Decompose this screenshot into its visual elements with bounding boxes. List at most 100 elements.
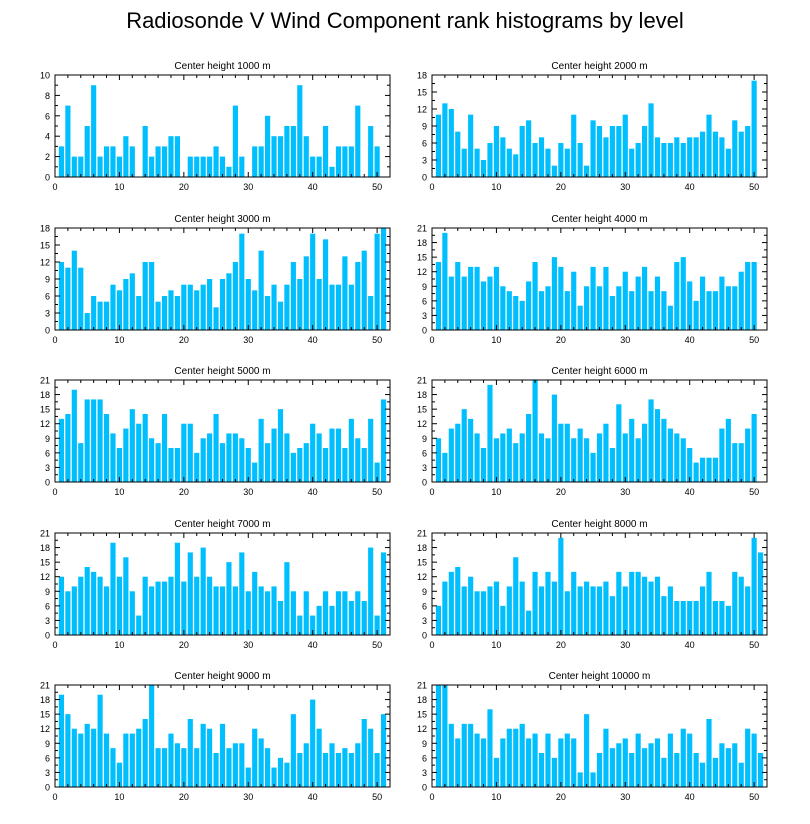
panel-title: Center height 10000 m (549, 671, 651, 682)
histogram-bar (448, 571, 454, 635)
histogram-bar (680, 728, 686, 787)
y-tick-label: 9 (45, 434, 50, 444)
histogram-bar (474, 733, 480, 787)
histogram-bar (374, 233, 380, 330)
histogram-bar (265, 591, 271, 635)
x-tick-label: 20 (556, 335, 566, 345)
histogram-bar (84, 723, 90, 787)
y-tick-label: 18 (40, 695, 50, 705)
histogram-bar (84, 126, 90, 177)
histogram-bar (564, 591, 570, 635)
histogram-bar (693, 753, 699, 787)
histogram-bar (732, 743, 738, 787)
histogram-bar (78, 443, 84, 482)
histogram-bar (252, 290, 258, 330)
histogram-bar (129, 733, 135, 787)
histogram-bar (661, 143, 667, 177)
histogram-bar (329, 166, 335, 177)
histogram-bar (687, 448, 693, 482)
x-tick-label: 40 (685, 182, 695, 192)
histogram-bar (232, 586, 238, 635)
histogram-bar (564, 291, 570, 330)
histogram-bar (603, 266, 609, 330)
x-tick-label: 30 (620, 487, 630, 497)
y-tick-label: 6 (422, 448, 427, 458)
histogram-bar (290, 262, 296, 330)
histogram-bar (519, 581, 525, 635)
histogram-bar (103, 414, 110, 482)
x-tick-label: 10 (114, 792, 124, 802)
histogram-bar (65, 267, 71, 330)
histogram-bar (545, 733, 551, 787)
histogram-bar (207, 156, 213, 177)
histogram-bar (355, 743, 361, 787)
histogram-bar (474, 591, 480, 635)
histogram-bar (654, 409, 661, 482)
histogram-bar (493, 757, 499, 787)
histogram-bar (232, 105, 238, 177)
histogram-bar (355, 105, 361, 177)
x-tick-label: 20 (179, 335, 189, 345)
x-tick-label: 20 (556, 640, 566, 650)
x-tick-label: 0 (429, 182, 434, 192)
histogram-bar (571, 114, 577, 177)
histogram-bar (207, 576, 213, 635)
histogram-bar (442, 452, 448, 482)
histogram-bar (461, 586, 467, 635)
histogram-bar (526, 281, 532, 330)
histogram-bar (442, 581, 448, 635)
histogram-bar (200, 438, 206, 482)
panel-title: Center height 1000 m (174, 61, 270, 72)
histogram-bar (648, 399, 654, 482)
histogram-bar (648, 743, 654, 787)
histogram-bar (335, 284, 342, 330)
histogram-bar (181, 748, 187, 787)
histogram-panel: Center height 3000 m 0 3 6 9 12 15 18 0 10 20 30 40 5… (40, 214, 391, 345)
histogram-bar (91, 571, 97, 635)
histogram-bar (277, 601, 284, 635)
histogram-bar (348, 146, 354, 177)
histogram-bar (680, 143, 686, 177)
histogram-bar (609, 296, 615, 330)
histogram-bar (493, 126, 499, 177)
histogram-bar (435, 438, 442, 482)
panel-title: Center height 2000 m (551, 61, 647, 72)
histogram-bar (584, 286, 590, 330)
histogram-bar (493, 438, 499, 482)
x-tick-label: 40 (685, 335, 695, 345)
histogram-bar (149, 156, 155, 177)
x-tick-label: 30 (620, 182, 630, 192)
x-tick-label: 10 (491, 640, 501, 650)
histogram-bar (719, 137, 725, 177)
histogram-bar (265, 748, 271, 787)
histogram-bar (719, 428, 725, 482)
histogram-bar (290, 591, 296, 635)
y-tick-label: 18 (40, 224, 50, 234)
histogram-bar (284, 126, 290, 177)
histogram-bar (474, 266, 480, 330)
histogram-bar (435, 262, 442, 330)
histogram-bar (226, 273, 232, 330)
y-tick-label: 6 (422, 139, 427, 149)
y-tick-label: 15 (417, 710, 427, 720)
histogram-bar (590, 452, 596, 482)
histogram-bar (584, 438, 590, 482)
histogram-bar (71, 250, 77, 330)
histogram-bar (161, 748, 168, 787)
panel-title: Center height 8000 m (551, 519, 647, 530)
figure-title: Radiosonde V Wind Component rank histogr… (126, 8, 684, 33)
y-tick-label: 0 (422, 478, 427, 488)
histogram-bar (271, 284, 277, 330)
histogram-bar (642, 126, 648, 177)
histogram-panel: Center height 7000 m 0 3 6 9 12 15 18 21 0 10 20 30 4… (40, 519, 391, 650)
panel-title: Center height 4000 m (551, 214, 647, 225)
x-tick-label: 10 (491, 182, 501, 192)
histogram-bar (258, 250, 264, 330)
histogram-bar (110, 748, 116, 787)
histogram-bar (303, 591, 309, 635)
histogram-bar (629, 418, 635, 482)
histogram-bar (596, 433, 603, 482)
histogram-bar (342, 146, 348, 177)
histogram-bar (78, 576, 84, 635)
histogram-bar (609, 748, 615, 787)
